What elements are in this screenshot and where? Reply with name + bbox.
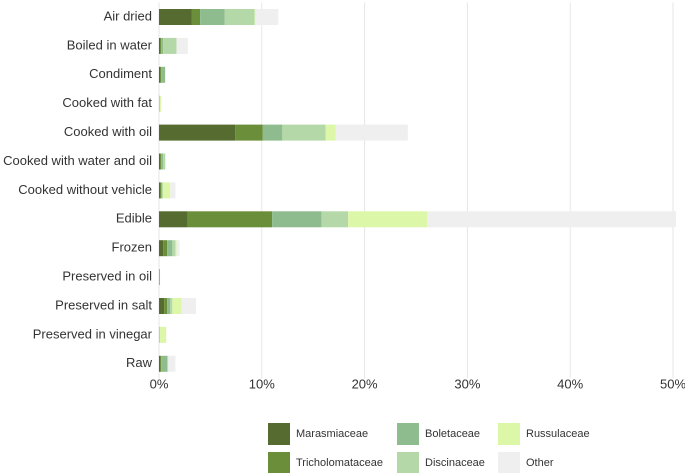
bar-segment-10-5 — [181, 298, 197, 314]
bar-segment-0-0 — [159, 9, 192, 25]
bar-segment-6-1 — [160, 182, 162, 199]
bar-segment-1-0 — [159, 37, 161, 54]
bar-segment-6-3 — [162, 182, 164, 199]
category-label: Cooked without vehicle — [18, 182, 152, 197]
bar-segment-8-5 — [176, 240, 180, 257]
category-label: Preserved in oil — [62, 269, 152, 284]
category-label: Cooked with fat — [62, 95, 152, 110]
legend-label: Other — [526, 457, 554, 469]
bar-segment-12-0 — [159, 355, 161, 372]
bar-segment-12-3 — [167, 355, 169, 372]
bar-segment-6-0 — [159, 182, 161, 199]
bar-segment-7-4 — [348, 211, 428, 228]
bar-segment-4-4 — [325, 124, 336, 141]
bar-segment-0-1 — [191, 9, 201, 25]
bar-segment-12-2 — [161, 355, 168, 372]
bar-segment-2-1 — [160, 66, 162, 83]
bar-segment-0-4 — [254, 9, 256, 25]
legend-label: Marasmiaceae — [296, 428, 368, 440]
bar-segment-0-5 — [255, 9, 279, 25]
legend-label: Boletaceae — [425, 428, 480, 440]
category-labels: Air dried Boiled in water Condiment Cooked … — [3, 8, 153, 370]
bar-segment-11-4 — [160, 326, 167, 343]
bar-segment-2-0 — [159, 66, 161, 83]
x-tick-label: 30% — [454, 376, 480, 391]
legend-label: Russulaceae — [526, 428, 590, 440]
bar-segment-8-1 — [163, 240, 168, 257]
x-tick-label: 10% — [249, 376, 275, 391]
bar-segment-7-1 — [187, 211, 273, 228]
bar-segment-5-0 — [159, 153, 161, 170]
bar-segment-6-2 — [161, 182, 163, 199]
category-label: Frozen — [112, 240, 152, 255]
x-tick-label: 20% — [352, 376, 378, 391]
bar-segment-0-2 — [200, 9, 225, 25]
x-tick-label: 50% — [660, 376, 685, 391]
legend-label: Discinaceae — [425, 457, 485, 469]
bar-segment-10-2 — [167, 298, 171, 314]
bar-segment-9-2 — [159, 269, 161, 286]
legend-swatch — [397, 423, 419, 445]
bar-segment-1-3 — [163, 37, 177, 54]
bar-segment-4-1 — [235, 124, 263, 141]
bar-segment-7-3 — [321, 211, 349, 228]
legend-swatch — [268, 423, 290, 445]
bar-segment-10-0 — [159, 298, 165, 314]
x-tick-label: 40% — [557, 376, 583, 391]
bar-segment-8-4 — [175, 240, 177, 257]
bar-segment-5-1 — [160, 153, 162, 170]
bar-segment-12-1 — [160, 355, 162, 372]
bar-segment-7-5 — [427, 211, 677, 228]
category-label: Raw — [126, 355, 153, 370]
bar-segment-1-2 — [161, 37, 164, 54]
x-axis-tick-labels: 0% 10% 20% 30% 40% 50% — [150, 376, 685, 391]
bar-segment-8-2 — [167, 240, 173, 257]
bar-segment-7-0 — [159, 211, 188, 228]
bar-segment-2-2 — [161, 66, 166, 83]
legend-swatch — [498, 423, 520, 445]
bar-segment-12-5 — [168, 355, 176, 372]
bar-segment-3-4 — [160, 95, 162, 112]
category-label: Edible — [116, 211, 152, 226]
bar-segment-6-4 — [163, 182, 171, 199]
category-label: Cooked with oil — [64, 124, 152, 139]
bar-segment-6-5 — [170, 182, 176, 199]
bar-segment-8-3 — [172, 240, 176, 257]
bar-segment-4-3 — [282, 124, 326, 141]
bar-segment-4-5 — [335, 124, 408, 141]
bar-segment-8-0 — [159, 240, 164, 257]
bar-segment-1-1 — [160, 37, 162, 54]
bar-segment-5-3 — [163, 153, 166, 170]
bar-segment-4-0 — [159, 124, 236, 141]
bar-segment-0-3 — [224, 9, 255, 25]
legend: Marasmiaceae Tricholomataceae Boletaceae Di… — [268, 423, 590, 473]
bar-segment-11-3 — [159, 326, 161, 343]
bar-segment-4-2 — [262, 124, 283, 141]
category-label: Preserved in vinegar — [33, 326, 153, 341]
bars — [159, 9, 677, 372]
bar-segment-1-5 — [176, 37, 188, 54]
legend-swatch — [397, 452, 419, 473]
category-label: Air dried — [104, 8, 152, 23]
bar-segment-7-2 — [272, 211, 322, 228]
grid-lines — [158, 2, 674, 379]
bar-segment-5-2 — [161, 153, 164, 170]
x-tick-label: 0% — [150, 376, 169, 391]
bar-segment-5-5 — [165, 153, 167, 170]
category-label: Condiment — [89, 66, 152, 81]
bar-segment-10-3 — [170, 298, 173, 314]
legend-swatch — [268, 452, 290, 473]
category-label: Preserved in salt — [55, 297, 152, 312]
category-label: Boiled in water — [67, 37, 153, 52]
legend-label: Tricholomataceae — [296, 457, 383, 469]
bar-segment-10-4 — [172, 298, 182, 314]
bar-segment-10-1 — [164, 298, 168, 314]
bar-segment-3-3 — [159, 95, 161, 112]
legend-swatch — [498, 452, 520, 473]
category-label: Cooked with water and oil — [3, 153, 152, 168]
